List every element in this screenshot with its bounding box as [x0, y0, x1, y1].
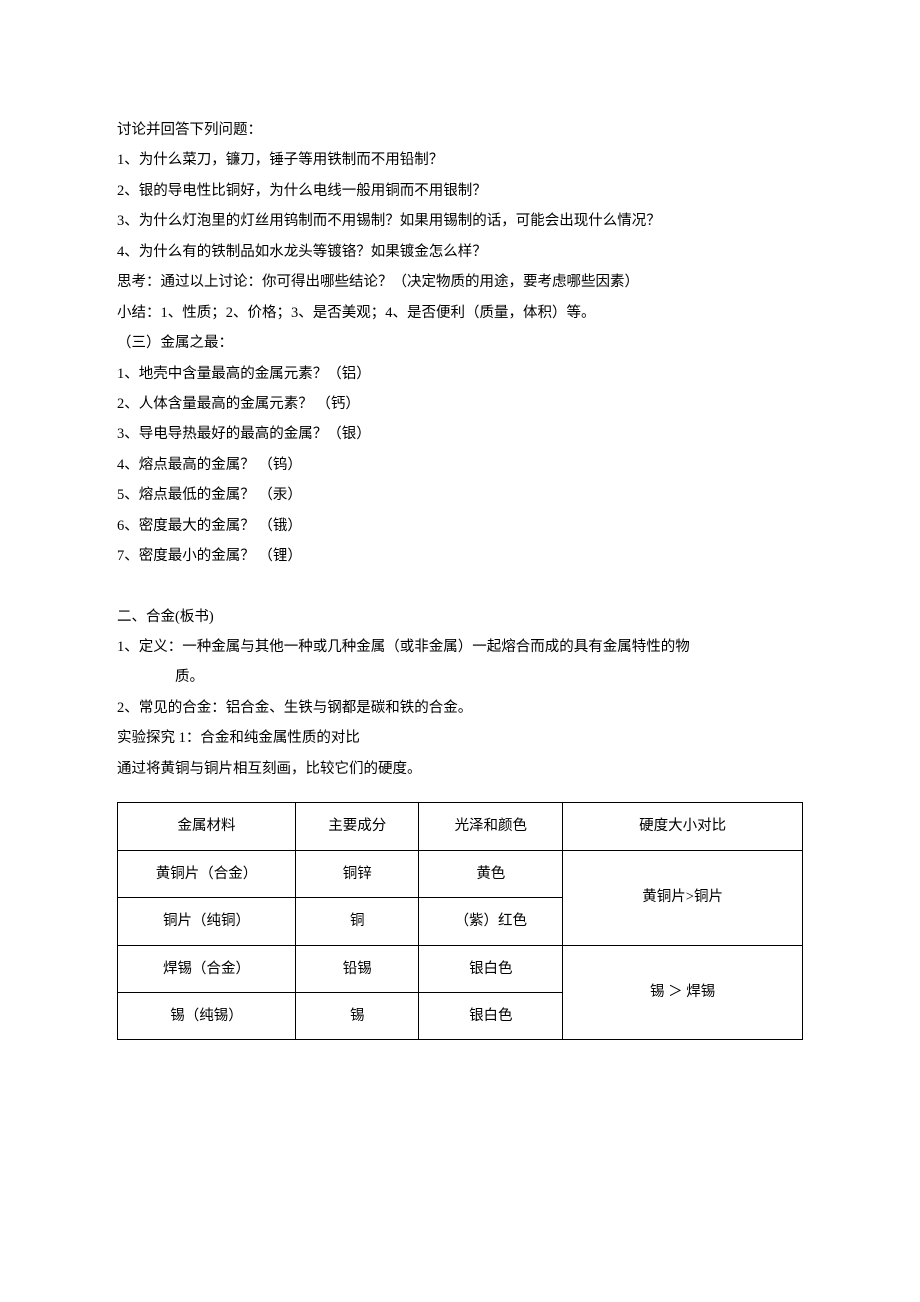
text-line: 讨论并回答下列问题： — [117, 115, 803, 145]
text-line: 1、为什么菜刀，镰刀，锤子等用铁制而不用铅制？ — [117, 145, 803, 175]
text-line: 3、导电导热最好的最高的金属？（银） — [117, 419, 803, 449]
text-line: 2、银的导电性比铜好，为什么电线一般用铜而不用银制？ — [117, 176, 803, 206]
comparison-table: 金属材料 主要成分 光泽和颜色 硬度大小对比 黄铜片（合金） 铜锌 黄色 黄铜片… — [117, 802, 803, 1040]
text-line-indent: 质。 — [117, 662, 803, 692]
text-line: （三）金属之最： — [117, 328, 803, 358]
table-header-cell: 硬度大小对比 — [563, 803, 803, 850]
table-row: 黄铜片（合金） 铜锌 黄色 黄铜片>铜片 — [118, 850, 803, 897]
table-header-cell: 金属材料 — [118, 803, 296, 850]
table-row: 焊锡（合金） 铅锡 银白色 锡 ＞ 焊锡 — [118, 945, 803, 992]
table-cell: 银白色 — [419, 992, 563, 1039]
table-cell: 锡 — [296, 992, 419, 1039]
table-cell: 锡（纯锡） — [118, 992, 296, 1039]
text-line: 7、密度最小的金属？ （锂） — [117, 541, 803, 571]
table-cell: 黄铜片（合金） — [118, 850, 296, 897]
table-cell-merged: 黄铜片>铜片 — [563, 850, 803, 945]
text-line: 5、熔点最低的金属？ （汞） — [117, 480, 803, 510]
table-cell-merged: 锡 ＞ 焊锡 — [563, 945, 803, 1040]
text-line: 4、熔点最高的金属？ （钨） — [117, 450, 803, 480]
table-cell: （紫）红色 — [419, 898, 563, 945]
table-cell: 黄色 — [419, 850, 563, 897]
table-cell: 焊锡（合金） — [118, 945, 296, 992]
spacer — [117, 572, 803, 602]
text-line: 实验探究 1：合金和纯金属性质的对比 — [117, 723, 803, 753]
table-cell: 银白色 — [419, 945, 563, 992]
text-line: 思考：通过以上讨论：你可得出哪些结论？（决定物质的用途，要考虑哪些因素） — [117, 267, 803, 297]
text-line: 通过将黄铜与铜片相互刻画，比较它们的硬度。 — [117, 754, 803, 784]
text-line: 3、为什么灯泡里的灯丝用钨制而不用锡制？如果用锡制的话，可能会出现什么情况？ — [117, 206, 803, 236]
text-line: 2、人体含量最高的金属元素？ （钙） — [117, 389, 803, 419]
text-line: 2、常见的合金：铝合金、生铁与钢都是碳和铁的合金。 — [117, 693, 803, 723]
comparison-table-container: 金属材料 主要成分 光泽和颜色 硬度大小对比 黄铜片（合金） 铜锌 黄色 黄铜片… — [117, 802, 803, 1040]
text-line: 1、地壳中含量最高的金属元素？（铝） — [117, 359, 803, 389]
table-cell: 铜锌 — [296, 850, 419, 897]
table-cell: 铅锡 — [296, 945, 419, 992]
table-header-row: 金属材料 主要成分 光泽和颜色 硬度大小对比 — [118, 803, 803, 850]
text-line: 4、为什么有的铁制品如水龙头等镀铬？如果镀金怎么样？ — [117, 237, 803, 267]
text-line: 1、定义：一种金属与其他一种或几种金属（或非金属）一起熔合而成的具有金属特性的物 — [117, 632, 803, 662]
text-line: 6、密度最大的金属？ （锇） — [117, 511, 803, 541]
table-cell: 铜 — [296, 898, 419, 945]
table-cell: 铜片（纯铜） — [118, 898, 296, 945]
document-content: 讨论并回答下列问题： 1、为什么菜刀，镰刀，锤子等用铁制而不用铅制？ 2、银的导… — [117, 115, 803, 1040]
text-line: 二、合金(板书) — [117, 602, 803, 632]
table-header-cell: 主要成分 — [296, 803, 419, 850]
table-header-cell: 光泽和颜色 — [419, 803, 563, 850]
text-line: 小结：1、性质；2、价格；3、是否美观；4、是否便利（质量，体积）等。 — [117, 298, 803, 328]
